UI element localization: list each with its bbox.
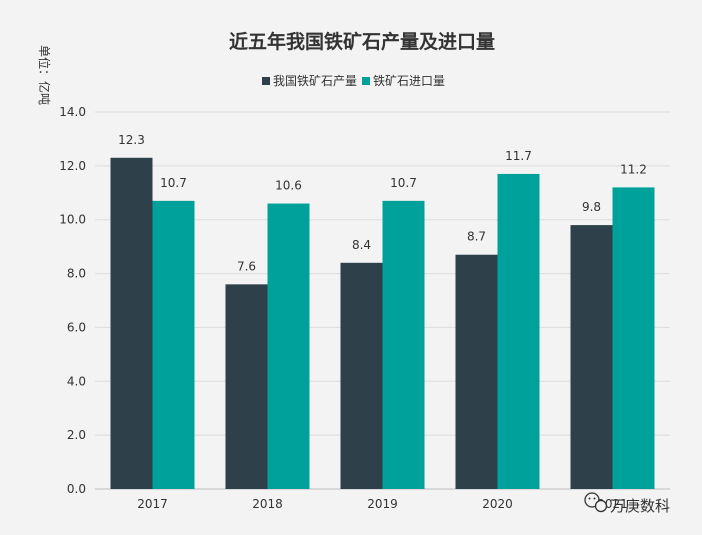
bar — [570, 225, 613, 489]
data-labels: 12.3 10.7 7.6 10.6 8.4 10.7 8.7 11.7 9.8 11.2 — [118, 133, 647, 274]
x-tick-label: 2020 — [482, 497, 513, 511]
data-label: 7.6 — [237, 259, 256, 273]
y-tick-label: 0.0 — [67, 482, 86, 496]
bar — [340, 262, 383, 489]
legend: 我国铁矿石产量 铁矿石进口量 — [262, 74, 445, 88]
data-label: 9.8 — [582, 200, 601, 214]
watermark: 万庚数科 — [584, 492, 670, 515]
bar — [110, 157, 153, 489]
y-tick-label: 6.0 — [67, 320, 86, 334]
legend-swatch — [362, 77, 370, 85]
watermark-text: 万庚数科 — [610, 497, 670, 515]
x-tick-label: 2019 — [367, 497, 398, 511]
y-tick-label: 8.0 — [67, 267, 86, 281]
bar — [612, 187, 655, 489]
y-tick-label: 2.0 — [67, 428, 86, 442]
y-tick-label: 4.0 — [67, 374, 86, 388]
data-label: 10.7 — [390, 176, 417, 190]
data-label: 11.2 — [620, 162, 647, 176]
x-tick-label: 2017 — [137, 497, 168, 511]
data-label: 10.6 — [275, 179, 302, 193]
bar — [382, 200, 425, 489]
bar — [152, 200, 195, 489]
x-tick-label: 2018 — [252, 497, 283, 511]
bar — [267, 203, 310, 490]
legend-label: 铁矿石进口量 — [373, 74, 445, 88]
bar — [225, 284, 268, 489]
bar — [497, 173, 540, 489]
data-label: 8.7 — [467, 230, 486, 244]
x-axis-ticks: 2017 2018 2019 2020 2021 — [137, 497, 628, 511]
y-axis-unit: 单位：亿吨 — [37, 45, 52, 105]
legend-swatch — [262, 77, 270, 85]
bars — [110, 157, 655, 490]
data-label: 8.4 — [352, 238, 371, 252]
wechat-icon — [584, 492, 608, 513]
y-tick-label: 12.0 — [59, 159, 86, 173]
data-label: 12.3 — [118, 133, 145, 147]
y-axis-ticks: 0.0 2.0 4.0 6.0 8.0 10.0 12.0 14.0 — [59, 105, 86, 496]
data-label: 10.7 — [160, 176, 187, 190]
data-label: 11.7 — [505, 149, 532, 163]
y-tick-label: 10.0 — [59, 213, 86, 227]
bar — [455, 254, 498, 489]
legend-label: 我国铁矿石产量 — [273, 74, 357, 88]
chart-title: 近五年我国铁矿石产量及进口量 — [229, 30, 495, 53]
y-tick-label: 14.0 — [59, 105, 86, 119]
